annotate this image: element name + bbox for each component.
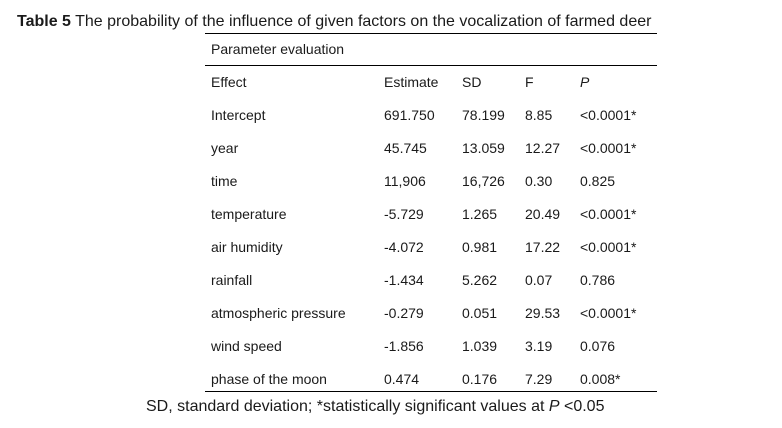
cell-estimate: -4.072: [384, 239, 424, 255]
cell-p: <0.0001*: [580, 206, 637, 222]
cell-effect: atmospheric pressure: [211, 305, 346, 321]
footnote-prefix: SD, standard deviation; *statistically s…: [146, 398, 549, 415]
cell-f: 29.53: [525, 305, 561, 321]
cell-estimate: 45.745: [384, 140, 427, 156]
cell-f: 17.22: [525, 239, 561, 255]
table-bottom-rule: [205, 391, 657, 392]
table-row: year 45.745 13.059 12.27 <0.0001*: [205, 132, 657, 165]
header-effect: Effect: [211, 74, 247, 90]
cell-p: 0.825: [580, 173, 616, 189]
cell-sd: 0.176: [462, 371, 498, 387]
cell-estimate: 691.750: [384, 107, 435, 123]
table-header-row: Effect Estimate SD F P: [205, 66, 657, 99]
cell-effect: Intercept: [211, 107, 266, 123]
cell-estimate: -1.856: [384, 338, 424, 354]
cell-p: <0.0001*: [580, 305, 637, 321]
cell-f: 12.27: [525, 140, 561, 156]
table-row: atmospheric pressure -0.279 0.051 29.53 …: [205, 297, 657, 330]
cell-f: 7.29: [525, 371, 553, 387]
cell-estimate: -0.279: [384, 305, 424, 321]
table-header-rule: [205, 65, 657, 66]
header-sd: SD: [462, 74, 482, 90]
cell-sd: 0.051: [462, 305, 498, 321]
cell-p: <0.0001*: [580, 107, 637, 123]
cell-estimate: 0.474: [384, 371, 420, 387]
cell-effect: temperature: [211, 206, 287, 222]
header-estimate: Estimate: [384, 74, 439, 90]
cell-effect: year: [211, 140, 239, 156]
cell-sd: 13.059: [462, 140, 505, 156]
cell-p: 0.008*: [580, 371, 621, 387]
cell-f: 8.85: [525, 107, 553, 123]
cell-estimate: -5.729: [384, 206, 424, 222]
header-f: F: [525, 74, 534, 90]
cell-sd: 1.265: [462, 206, 498, 222]
cell-effect: wind speed: [211, 338, 282, 354]
table-row: temperature -5.729 1.265 20.49 <0.0001*: [205, 198, 657, 231]
cell-f: 0.30: [525, 173, 553, 189]
cell-sd: 16,726: [462, 173, 505, 189]
cell-p: 0.786: [580, 272, 616, 288]
cell-p: 0.076: [580, 338, 616, 354]
table-row: Intercept 691.750 78.199 8.85 <0.0001*: [205, 99, 657, 132]
cell-effect: phase of the moon: [211, 371, 327, 387]
cell-effect: air humidity: [211, 239, 283, 255]
table-row: phase of the moon 0.474 0.176 7.29 0.008…: [205, 363, 657, 396]
table-caption: Table 5 The probability of the influence…: [17, 12, 777, 32]
cell-p: <0.0001*: [580, 140, 637, 156]
caption-text: The probability of the influence of give…: [75, 13, 652, 30]
cell-f: 20.49: [525, 206, 561, 222]
cell-estimate: -1.434: [384, 272, 424, 288]
header-p: P: [580, 74, 590, 90]
cell-effect: rainfall: [211, 272, 253, 288]
table-top-rule: [205, 33, 657, 34]
table-row: air humidity -4.072 0.981 17.22 <0.0001*: [205, 231, 657, 264]
cell-sd: 0.981: [462, 239, 498, 255]
table-row: rainfall -1.434 5.262 0.07 0.786: [205, 264, 657, 297]
cell-sd: 1.039: [462, 338, 498, 354]
footnote-p-symbol: P: [548, 398, 560, 415]
caption-label: Table 5: [17, 13, 71, 30]
cell-estimate: 11,906: [384, 173, 426, 189]
table-row: time 11,906 16,726 0.30 0.825: [205, 165, 657, 198]
cell-f: 3.19: [525, 338, 553, 354]
cell-effect: time: [211, 173, 238, 189]
table-footnote: SD, standard deviation; *statistically s…: [146, 397, 604, 417]
parameter-table: Effect Estimate SD F P Intercept 691.750…: [205, 66, 657, 396]
cell-sd: 78.199: [462, 107, 505, 123]
table-row: wind speed -1.856 1.039 3.19 0.076: [205, 330, 657, 363]
section-title: Parameter evaluation: [211, 41, 345, 57]
cell-f: 0.07: [525, 272, 553, 288]
cell-sd: 5.262: [462, 272, 498, 288]
cell-p: <0.0001*: [580, 239, 637, 255]
footnote-suffix: <0.05: [559, 398, 605, 415]
